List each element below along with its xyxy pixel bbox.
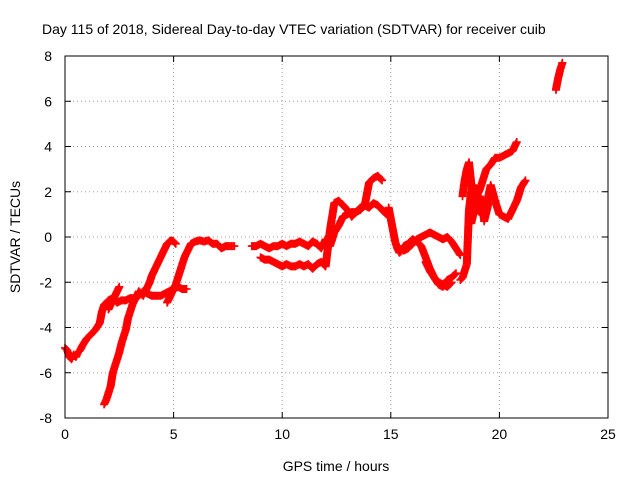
data-point-fill [170, 238, 179, 247]
data-point-fill [446, 279, 455, 288]
x-tick-label: 25 [600, 426, 616, 442]
data-point [452, 269, 460, 278]
y-tick-label: -4 [40, 320, 53, 336]
ticks-layer: 0 5 10 15 20 25 -8 -6 -4 -2 0 2 4 6 8 [40, 48, 616, 442]
y-tick-label: 6 [44, 93, 52, 109]
data-point [456, 251, 465, 260]
data-point-fill [451, 270, 460, 279]
data-point [230, 242, 239, 251]
data-point [182, 285, 191, 293]
x-tick-label: 15 [383, 426, 399, 442]
data-point-fill [445, 280, 454, 289]
data-point [521, 176, 530, 185]
y-tick-label: -8 [40, 410, 53, 426]
data-point [378, 176, 387, 185]
data-layer [61, 58, 567, 409]
y-axis-label: SDTVAR / TECUs [7, 181, 23, 293]
y-tick-label: 8 [44, 48, 52, 64]
data-point [484, 199, 493, 208]
data-point-fill [450, 271, 459, 279]
y-tick-label: 4 [44, 139, 52, 155]
y-tick-label: 2 [44, 184, 52, 200]
data-point [171, 239, 180, 248]
y-tick-label: -2 [40, 274, 53, 290]
data-point-fill [377, 175, 386, 184]
x-tick-label: 5 [170, 426, 178, 442]
data-point [512, 138, 521, 146]
x-tick-label: 20 [492, 426, 508, 442]
chart-title: Day 115 of 2018, Sidereal Day-to-day VTE… [42, 21, 546, 37]
data-point [558, 58, 567, 67]
y-tick-label: 0 [44, 229, 52, 245]
y-tick-label: -6 [40, 365, 53, 381]
data-point [447, 278, 456, 287]
x-tick-label: 0 [61, 426, 69, 442]
x-axis-label: GPS time / hours [283, 458, 390, 474]
data-point-fill [376, 174, 385, 183]
data-point [115, 282, 124, 291]
x-tick-label: 10 [274, 426, 290, 442]
